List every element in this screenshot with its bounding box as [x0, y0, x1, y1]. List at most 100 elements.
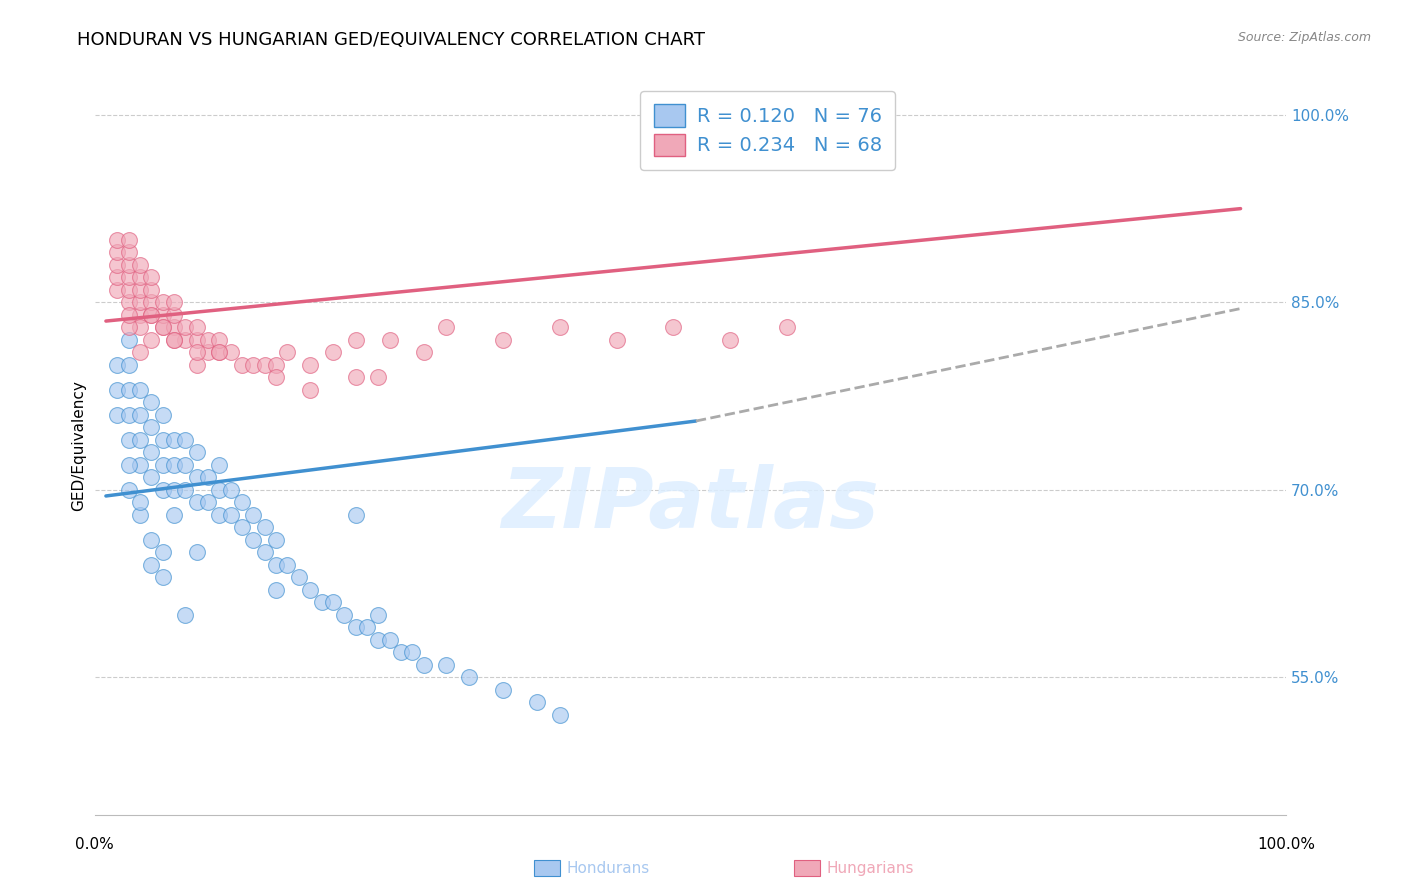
Point: [105, 358, 128, 372]
Point: [208, 508, 231, 522]
Point: [311, 595, 333, 609]
Point: [152, 295, 174, 310]
Point: [219, 508, 242, 522]
Point: [264, 558, 287, 572]
Point: [129, 308, 152, 322]
Point: [344, 508, 367, 522]
Point: [129, 458, 152, 472]
Point: [141, 283, 163, 297]
Point: [105, 383, 128, 397]
Point: [208, 345, 231, 359]
Point: [163, 458, 186, 472]
Point: [117, 333, 139, 347]
Point: [105, 283, 128, 297]
Point: [163, 433, 186, 447]
Point: [129, 270, 152, 285]
Point: [434, 657, 457, 672]
Point: [378, 632, 401, 647]
Point: [117, 433, 139, 447]
Point: [219, 483, 242, 497]
Point: [117, 245, 139, 260]
Point: [367, 632, 389, 647]
Point: [322, 345, 344, 359]
Point: [117, 258, 139, 272]
Point: [152, 320, 174, 334]
Point: [264, 582, 287, 597]
Point: [174, 483, 197, 497]
Point: [117, 458, 139, 472]
Point: [152, 545, 174, 559]
Point: [141, 470, 163, 484]
Point: [231, 520, 253, 534]
Point: [186, 470, 208, 484]
Point: [299, 582, 322, 597]
Point: [492, 333, 515, 347]
Point: [152, 320, 174, 334]
Point: [389, 645, 412, 659]
Point: [186, 445, 208, 459]
Point: [264, 358, 287, 372]
Point: [141, 533, 163, 547]
Point: [219, 345, 242, 359]
Point: [548, 320, 571, 334]
Point: [129, 508, 152, 522]
Point: [264, 533, 287, 547]
Point: [163, 333, 186, 347]
Point: [412, 345, 434, 359]
Point: [129, 258, 152, 272]
Text: 100.0%: 100.0%: [1257, 837, 1315, 852]
Point: [718, 333, 741, 347]
Point: [186, 320, 208, 334]
Point: [242, 533, 264, 547]
Point: [231, 495, 253, 509]
Point: [526, 695, 548, 709]
Point: [141, 333, 163, 347]
Point: [344, 370, 367, 384]
Point: [322, 595, 344, 609]
Point: [367, 607, 389, 622]
Point: [197, 333, 219, 347]
Point: [288, 570, 311, 584]
Point: [253, 545, 276, 559]
Point: [105, 408, 128, 422]
Point: [174, 458, 197, 472]
Point: [141, 295, 163, 310]
Point: [197, 470, 219, 484]
Point: [105, 270, 128, 285]
Point: [141, 420, 163, 434]
Point: [605, 333, 627, 347]
Point: [163, 508, 186, 522]
Point: [163, 308, 186, 322]
Point: [105, 258, 128, 272]
Point: [186, 495, 208, 509]
Point: [117, 320, 139, 334]
Point: [129, 345, 152, 359]
Point: [117, 308, 139, 322]
Legend: R = 0.120   N = 76, R = 0.234   N = 68: R = 0.120 N = 76, R = 0.234 N = 68: [640, 91, 896, 169]
Point: [776, 320, 799, 334]
Point: [264, 370, 287, 384]
Point: [197, 495, 219, 509]
Point: [186, 545, 208, 559]
Point: [117, 483, 139, 497]
Text: Hondurans: Hondurans: [567, 861, 650, 876]
Point: [117, 358, 139, 372]
Point: [299, 383, 322, 397]
Point: [129, 433, 152, 447]
Text: Source: ZipAtlas.com: Source: ZipAtlas.com: [1237, 31, 1371, 45]
Point: [117, 270, 139, 285]
Point: [253, 358, 276, 372]
Text: 0.0%: 0.0%: [75, 837, 114, 852]
Point: [141, 308, 163, 322]
Point: [401, 645, 423, 659]
Y-axis label: GED/Equivalency: GED/Equivalency: [72, 381, 86, 511]
Point: [152, 308, 174, 322]
Point: [333, 607, 356, 622]
Point: [129, 408, 152, 422]
Point: [367, 370, 389, 384]
Point: [208, 483, 231, 497]
Point: [152, 458, 174, 472]
Point: [299, 358, 322, 372]
Point: [117, 295, 139, 310]
Point: [129, 383, 152, 397]
